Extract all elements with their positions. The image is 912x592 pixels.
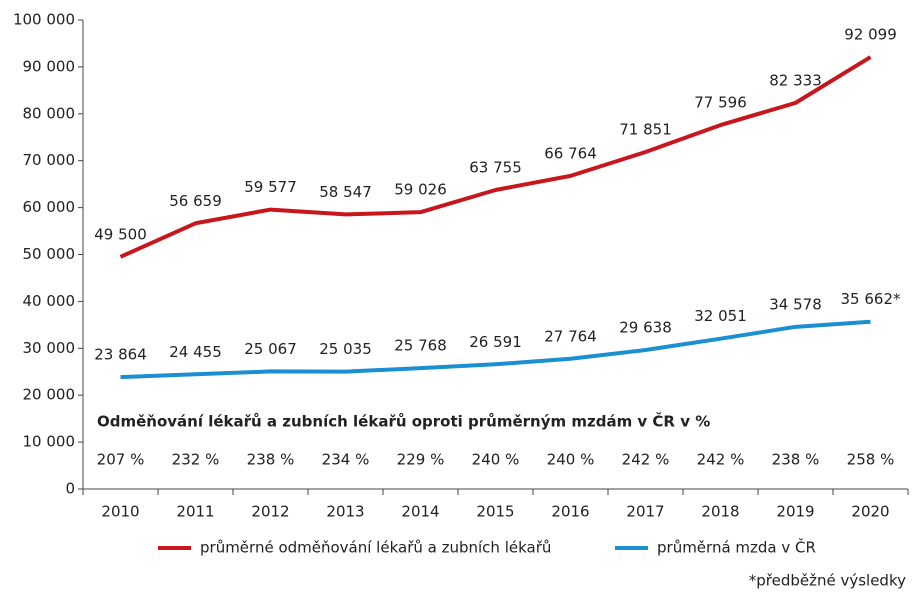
x-tick-label: 2011 <box>176 503 214 521</box>
y-tick-label: 70 000 <box>23 151 76 169</box>
x-tick-label: 2010 <box>101 503 139 521</box>
value-label: 82 333 <box>769 71 822 89</box>
value-label: 25 067 <box>244 340 297 358</box>
y-tick-label: 40 000 <box>23 292 76 310</box>
value-label: 25 035 <box>319 340 372 358</box>
footnote: *předběžné výsledky <box>749 572 906 590</box>
x-tick-label: 2020 <box>851 503 889 521</box>
value-label: 63 755 <box>469 158 522 176</box>
y-tick-label: 0 <box>65 480 75 498</box>
value-label: 27 764 <box>544 327 597 345</box>
x-tick-label: 2013 <box>326 503 364 521</box>
legend-label: průměrné odměňování lékařů a zubních lék… <box>200 539 551 557</box>
ratio-title: Odměňování lékařů a zubních lékařů oprot… <box>97 412 710 431</box>
value-label: 35 662* <box>841 290 901 308</box>
ratio-label: 258 % <box>847 451 895 469</box>
y-tick-label: 30 000 <box>23 339 76 357</box>
ratio-label: 240 % <box>472 451 520 469</box>
series-line <box>119 55 872 259</box>
x-tick-label: 2018 <box>701 503 739 521</box>
value-label: 58 547 <box>319 183 372 201</box>
y-tick-label: 60 000 <box>23 198 76 216</box>
ratio-label: 242 % <box>697 451 745 469</box>
value-label: 32 051 <box>694 307 747 325</box>
value-label: 59 026 <box>394 181 447 199</box>
series-line <box>120 319 871 380</box>
y-tick-label: 100 000 <box>13 11 75 29</box>
value-label: 25 768 <box>394 337 447 355</box>
ratio-label: 238 % <box>247 451 295 469</box>
y-tick-label: 20 000 <box>23 386 76 404</box>
y-tick-label: 10 000 <box>23 433 76 451</box>
x-tick-label: 2016 <box>551 503 589 521</box>
ratio-label: 232 % <box>172 451 220 469</box>
ratio-label: 207 % <box>97 451 145 469</box>
y-tick-label: 90 000 <box>23 57 76 75</box>
value-label: 56 659 <box>169 192 222 210</box>
x-tick-label: 2019 <box>776 503 814 521</box>
value-label: 29 638 <box>619 318 672 336</box>
value-label: 92 099 <box>844 26 897 44</box>
ratio-label: 229 % <box>397 451 445 469</box>
value-label: 49 500 <box>94 225 147 243</box>
value-label: 71 851 <box>619 121 672 139</box>
y-tick-label: 80 000 <box>23 104 76 122</box>
ratio-label: 234 % <box>322 451 370 469</box>
value-label: 26 591 <box>469 333 522 351</box>
ratio-label: 238 % <box>772 451 820 469</box>
x-tick-label: 2017 <box>626 503 664 521</box>
value-label: 24 455 <box>169 343 222 361</box>
y-tick-label: 50 000 <box>23 245 76 263</box>
value-label: 77 596 <box>694 94 747 112</box>
ratio-label: 240 % <box>547 451 595 469</box>
value-label: 59 577 <box>244 178 297 196</box>
ratio-label: 242 % <box>622 451 670 469</box>
value-label: 66 764 <box>544 144 597 162</box>
value-label: 23 864 <box>94 346 147 364</box>
x-tick-label: 2015 <box>476 503 514 521</box>
x-tick-label: 2014 <box>401 503 439 521</box>
x-tick-label: 2012 <box>251 503 289 521</box>
value-label: 34 578 <box>769 295 822 313</box>
legend-label: průměrná mzda v ČR <box>657 538 816 557</box>
